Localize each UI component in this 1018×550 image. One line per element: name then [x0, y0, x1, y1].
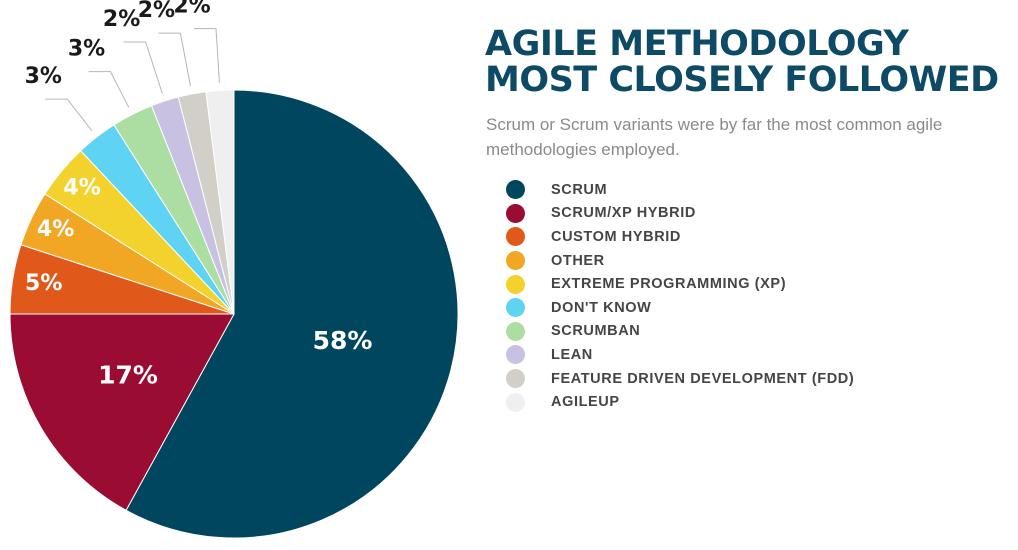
legend-swatch — [506, 274, 525, 294]
legend-swatch — [506, 298, 525, 318]
chart-subtitle: Scrum or Scrum variants were by far the … — [486, 115, 943, 159]
legend-item-agileup: AGILEUP — [506, 390, 854, 414]
legend: SCRUM SCRUM/XP HYBRID CUSTOM HYBRID OTHE… — [506, 178, 854, 414]
pie-slice-scrum — [125, 89, 459, 539]
legend-item-extreme-programming: EXTREME PROGRAMMING (XP) — [506, 272, 854, 296]
legend-label: AGILEUP — [551, 394, 620, 411]
legend-label: CUSTOM HYBRID — [551, 228, 681, 245]
data-label-extreme-programming-xp: 4% — [63, 175, 100, 200]
data-label-other: 4% — [37, 217, 74, 242]
legend-label: DON'T KNOW — [551, 299, 652, 316]
leader-line — [194, 28, 220, 83]
legend-item-scrumban: SCRUMBAN — [506, 320, 854, 344]
legend-item-dont-know: DON'T KNOW — [506, 296, 854, 320]
data-label-agileup: 2% — [173, 0, 210, 19]
legend-label: SCRUMBAN — [551, 323, 641, 340]
leader-line — [123, 41, 163, 94]
chart-title-line-2: MOST CLOSELY FOLLOWED — [485, 60, 999, 100]
legend-label: EXTREME PROGRAMMING (XP) — [551, 276, 787, 293]
legend-item-scrum: SCRUM — [506, 178, 854, 202]
legend-swatch — [506, 203, 525, 223]
data-label-scrum: 58% — [313, 326, 373, 355]
data-label-feature-driven-development-fdd: 2% — [138, 0, 175, 23]
legend-swatch — [506, 321, 525, 341]
leader-line — [158, 32, 191, 87]
pie-slice-agileup — [205, 89, 235, 315]
data-label-don-t-know: 3% — [25, 64, 62, 89]
legend-swatch — [506, 369, 525, 389]
legend-label: SCRUM — [551, 181, 608, 198]
legend-label: LEAN — [551, 346, 593, 363]
legend-swatch — [506, 227, 525, 247]
legend-label: SCRUM/XP HYBRID — [551, 205, 696, 222]
pie-slice-scrum-xp-hybrid — [9, 313, 235, 511]
legend-item-fdd: FEATURE DRIVEN DEVELOPMENT (FDD) — [506, 367, 854, 391]
legend-label: FEATURE DRIVEN DEVELOPMENT (FDD) — [551, 370, 855, 387]
chart-title: AGILE METHODOLOGY MOST CLOSELY FOLLOWED — [485, 26, 999, 98]
data-label-custom-hybrid: 5% — [25, 271, 62, 296]
legend-item-lean: LEAN — [506, 343, 854, 367]
chart-title-line-1: AGILE METHODOLOGY — [485, 24, 909, 64]
data-label-scrumban: 3% — [68, 37, 105, 62]
legend-label: OTHER — [551, 252, 605, 269]
leader-line — [45, 98, 93, 132]
legend-swatch — [506, 180, 525, 200]
legend-swatch — [506, 251, 525, 271]
legend-item-other: OTHER — [506, 249, 854, 273]
data-label-lean: 2% — [103, 7, 140, 32]
leader-line — [88, 71, 130, 108]
legend-item-custom-hybrid: CUSTOM HYBRID — [506, 225, 854, 249]
legend-item-scrum-xp-hybrid: SCRUM/XP HYBRID — [506, 202, 854, 226]
pie-chart: 58%17%5%4%4%3%3%2%2%2% — [9, 0, 459, 539]
legend-swatch — [506, 345, 525, 365]
legend-swatch — [506, 392, 525, 412]
data-label-scrum-xp-hybrid: 17% — [98, 361, 158, 390]
